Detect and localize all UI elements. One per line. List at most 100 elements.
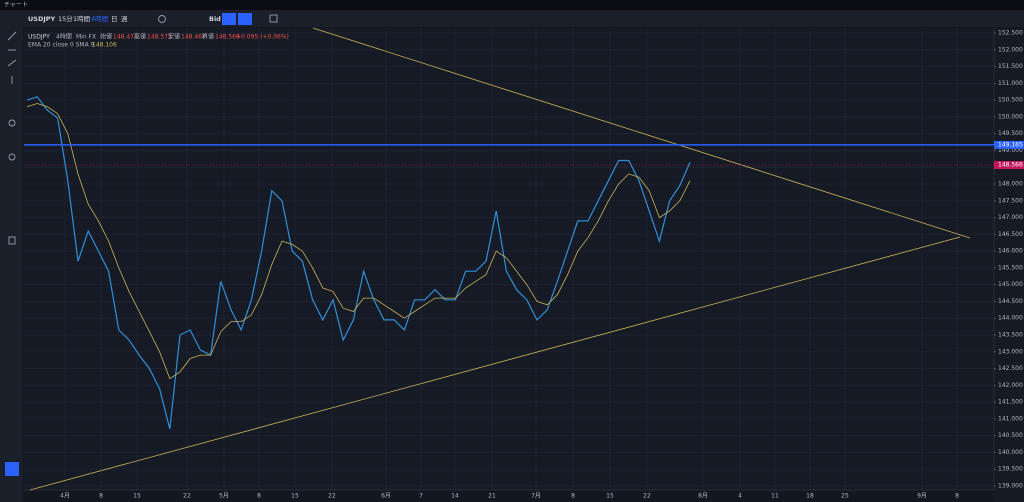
- y-tick-label: 152.500: [998, 30, 1023, 37]
- y-tick-label: 141.000: [998, 415, 1023, 422]
- window-title: チャート: [4, 2, 28, 9]
- x-tick-label: 6月: [381, 493, 391, 500]
- interval-button[interactable]: 4時間: [91, 15, 108, 23]
- y-tick-label: 139.500: [998, 466, 1023, 473]
- y-tick-label: 151.500: [998, 63, 1023, 70]
- chart-type-button[interactable]: [238, 13, 252, 25]
- price-tag: [994, 161, 1024, 170]
- y-tick-label: 144.000: [998, 315, 1023, 322]
- price-tag-label: 149.165: [998, 141, 1023, 148]
- interval-button[interactable]: 日: [111, 15, 118, 23]
- x-tick-label: 8: [257, 493, 261, 500]
- price-tag: [994, 140, 1024, 149]
- x-tick-label: 22: [183, 493, 191, 500]
- x-tick-label: 8: [955, 493, 959, 500]
- x-tick-label: 25: [841, 493, 849, 500]
- x-tick-label: 4: [738, 493, 742, 500]
- x-tick-label: 14: [451, 493, 459, 500]
- x-tick-label: 15: [133, 493, 141, 500]
- y-tick-label: 145.000: [998, 281, 1023, 288]
- title-bar: [0, 0, 1024, 10]
- y-tick-label: 150.500: [998, 97, 1023, 104]
- x-tick-label: 8: [99, 493, 103, 500]
- price-tag-label: 148.566: [998, 162, 1023, 169]
- interval-button[interactable]: 15分: [58, 14, 73, 23]
- x-tick-label: 8月: [698, 493, 708, 500]
- y-tick-label: 151.000: [998, 80, 1023, 87]
- toolbar: [0, 10, 1024, 27]
- y-tick-label: 147.500: [998, 197, 1023, 204]
- y-tick-label: 147.000: [998, 214, 1023, 221]
- pen-tool[interactable]: [7, 59, 17, 67]
- interval-button[interactable]: 週: [121, 14, 128, 23]
- legend-symbol: USDJPY: [28, 34, 50, 41]
- indicator-button[interactable]: [158, 15, 166, 23]
- x-tick-label: 21: [488, 493, 496, 500]
- x-tick-label: 9月: [917, 493, 927, 500]
- favorite-tool[interactable]: [5, 462, 19, 476]
- line-tool[interactable]: [7, 31, 17, 41]
- y-tick-label: 143.000: [998, 348, 1023, 355]
- legend-indicator: EMA 20 close 0 SMA 9: [28, 42, 95, 49]
- emoji-tool[interactable]: [8, 119, 16, 127]
- y-tick-label: 149.000: [998, 147, 1023, 154]
- symbol-button[interactable]: USDJPY: [28, 15, 56, 23]
- x-tick-label: 4月: [60, 493, 70, 500]
- x-tick-label: 8: [571, 493, 575, 500]
- y-tick-label: 146.500: [998, 231, 1023, 238]
- legend-ohlc-label: 終値: [202, 33, 214, 41]
- y-tick-label: 150.000: [998, 113, 1023, 120]
- y-tick-label: 149.500: [998, 130, 1023, 137]
- x-tick-label: 11: [771, 493, 779, 500]
- legend-ohlc-value: 148.566: [215, 34, 240, 41]
- legend-ohlc-value: 148.471: [113, 34, 138, 41]
- x-tick-label: 15: [606, 493, 614, 500]
- x-tick-label: 7月: [531, 493, 541, 500]
- legend-ohlc-label: 安値: [168, 33, 180, 41]
- legend-interval: 4時間: [56, 33, 72, 41]
- y-tick-label: 140.500: [998, 432, 1023, 439]
- legend-ohlc-label: 高値: [134, 33, 146, 41]
- price-axis: [994, 28, 1024, 502]
- price-type-button[interactable]: Bid: [209, 15, 221, 23]
- price-line: [26, 96, 691, 430]
- trendline: [312, 27, 971, 239]
- layout-button[interactable]: [269, 14, 278, 23]
- trendline: [29, 236, 961, 491]
- left-toolbar: [0, 27, 23, 502]
- x-tick-label: 18: [806, 493, 814, 500]
- x-tick-label: 15: [291, 493, 299, 500]
- chart-type-button[interactable]: [222, 13, 236, 25]
- y-tick-label: 140.000: [998, 449, 1023, 456]
- y-tick-label: 152.000: [998, 46, 1023, 53]
- y-tick-label: 148.000: [998, 181, 1023, 188]
- plot-area: [24, 28, 994, 490]
- y-tick-label: 143.500: [998, 331, 1023, 338]
- legend-ohlc-value: 148.573: [147, 34, 172, 41]
- zoom-tool[interactable]: [8, 153, 16, 161]
- y-tick-label: 141.500: [998, 399, 1023, 406]
- legend-ohlc-label: 始値: [100, 33, 112, 41]
- legend-change: +0.095 (+0.06%): [236, 34, 289, 41]
- y-tick-label: 145.500: [998, 264, 1023, 271]
- indicator-line: [26, 103, 691, 380]
- y-tick-label: 139.000: [998, 482, 1023, 489]
- x-tick-label: 7: [419, 493, 423, 500]
- legend-indicator-value: 148.106: [92, 42, 117, 49]
- y-tick-label: 144.500: [998, 298, 1023, 305]
- y-tick-label: 146.000: [998, 248, 1023, 255]
- drawing-tools: [5, 31, 19, 476]
- y-tick-label: 142.500: [998, 365, 1023, 372]
- toolbar-items: USDJPY 15分 1時間 4時間 日 週 Bid: [28, 13, 278, 25]
- interval-button[interactable]: 1時間: [73, 15, 90, 23]
- plot-layer: [24, 27, 994, 491]
- y-tick-label: 142.000: [998, 382, 1023, 389]
- x-tick-label: 5月: [219, 493, 229, 500]
- x-tick-label: 22: [328, 493, 336, 500]
- legend-source: Min FX: [76, 34, 96, 41]
- delete-tool[interactable]: [8, 236, 16, 245]
- legend-ohlc-value: 148.467: [181, 34, 206, 41]
